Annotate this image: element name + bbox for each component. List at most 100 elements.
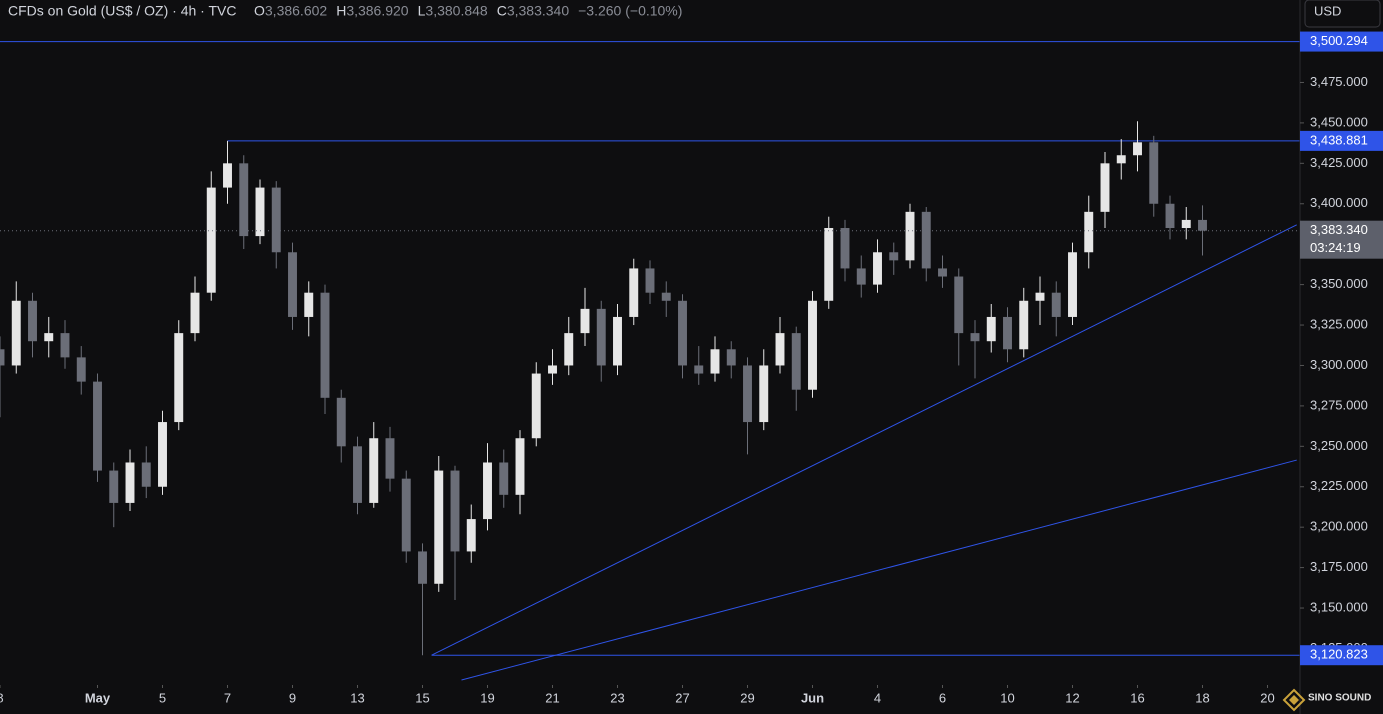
candle-body bbox=[661, 292, 671, 301]
x-tick-label: 16 bbox=[1130, 690, 1144, 705]
y-tick-label: 3,250.000 bbox=[1310, 438, 1368, 453]
price-box bbox=[1300, 130, 1383, 151]
last-price-label: 3,383.340 bbox=[1310, 222, 1368, 237]
candle-body bbox=[288, 252, 297, 317]
currency[interactable]: USD bbox=[1314, 3, 1341, 18]
ohlc-value: 3,386.602 bbox=[265, 3, 327, 19]
logo-mark bbox=[1282, 688, 1306, 712]
price-box bbox=[1300, 31, 1383, 52]
ohlc-key: H bbox=[336, 3, 346, 19]
candle-body bbox=[190, 292, 200, 334]
candle-body bbox=[369, 438, 379, 503]
y-tick-label: 3,225.000 bbox=[1310, 478, 1368, 493]
candle-body bbox=[1181, 219, 1191, 229]
y-tick-label: 3,200.000 bbox=[1310, 519, 1368, 534]
candle-body bbox=[223, 163, 232, 188]
price-box bbox=[1300, 645, 1383, 666]
last-price-box bbox=[1300, 220, 1383, 259]
candle-body bbox=[93, 381, 102, 471]
candle-body bbox=[629, 268, 639, 317]
y-tick-label: 3,150.000 bbox=[1310, 599, 1368, 614]
x-tick-label: 6 bbox=[939, 690, 946, 705]
y-tick-label: 3,475.000 bbox=[1310, 74, 1368, 89]
candle-body bbox=[28, 300, 37, 342]
candle-body bbox=[694, 365, 704, 374]
candle-body bbox=[710, 349, 720, 374]
x-tick-label: 20 bbox=[1260, 690, 1274, 705]
logo-mark bbox=[1289, 695, 1299, 705]
x-tick-label: 12 bbox=[1065, 690, 1079, 705]
x-tick-label: 10 bbox=[1000, 690, 1014, 705]
candle-body bbox=[515, 438, 525, 495]
candle-body bbox=[645, 268, 655, 293]
candle-body bbox=[174, 333, 184, 423]
candle-body bbox=[385, 438, 395, 479]
x-tick-label: 29 bbox=[740, 690, 754, 705]
y-tick-label: 3,175.000 bbox=[1310, 559, 1368, 574]
price-box-label: 3,500.294 bbox=[1310, 33, 1368, 48]
x-tick-label: 9 bbox=[289, 690, 296, 705]
x-tick-label: 5 bbox=[159, 690, 166, 705]
watermark: SINO SOUND bbox=[1308, 693, 1371, 704]
candle-body bbox=[840, 228, 850, 269]
candle-body bbox=[434, 470, 444, 584]
candle-body bbox=[1051, 292, 1061, 317]
countdown: 03:24:19 bbox=[1310, 240, 1361, 255]
candle-body bbox=[76, 357, 86, 382]
trendline bbox=[461, 459, 1297, 681]
x-tick-label: 18 bbox=[1195, 690, 1209, 705]
y-tick-label: 3,325.000 bbox=[1310, 316, 1368, 331]
candle-body bbox=[986, 316, 996, 342]
candle-body bbox=[450, 470, 460, 552]
candle-body bbox=[889, 252, 899, 261]
candle-body bbox=[678, 300, 687, 366]
y-tick-label: 3,450.000 bbox=[1310, 114, 1368, 129]
x-tick-label: May bbox=[85, 690, 111, 705]
candle-body bbox=[548, 365, 557, 374]
candle-body bbox=[239, 163, 249, 237]
candle-body bbox=[0, 349, 5, 366]
x-tick-label: 7 bbox=[224, 690, 231, 705]
candle-body bbox=[1084, 211, 1094, 253]
ohlc-value: 3,386.920 bbox=[346, 3, 408, 19]
candle-body bbox=[613, 316, 622, 366]
candle-body bbox=[970, 333, 980, 342]
candle-body bbox=[759, 365, 769, 423]
trendline bbox=[431, 224, 1297, 656]
currency-button[interactable] bbox=[1304, 0, 1381, 28]
y-tick-label: 3,425.000 bbox=[1310, 155, 1368, 170]
candle-body bbox=[304, 292, 314, 317]
candle-body bbox=[60, 333, 70, 358]
candle-body bbox=[1165, 203, 1175, 229]
candle-body bbox=[158, 422, 167, 487]
y-tick-label: 3,400.000 bbox=[1310, 195, 1368, 210]
header: CFDs on Gold (US$ / OZ) · 4h · TVC O 3,386… bbox=[8, 3, 682, 19]
symbol: CFDs on Gold (US$ / OZ) · 4h · TVC bbox=[8, 3, 236, 19]
y-tick-label: 3,350.000 bbox=[1310, 276, 1368, 291]
x-tick-label: 21 bbox=[545, 690, 559, 705]
candle-body bbox=[1149, 142, 1159, 204]
candle-body bbox=[1100, 163, 1110, 212]
candle-body bbox=[1035, 292, 1045, 301]
candle-body bbox=[791, 333, 801, 390]
candle-body bbox=[824, 228, 834, 301]
candle-body bbox=[125, 462, 135, 503]
ohlc-key: O bbox=[254, 3, 265, 19]
x-tick-label: 19 bbox=[480, 690, 494, 705]
candle-body bbox=[499, 462, 509, 495]
change: −3.260 (−0.10%) bbox=[578, 3, 682, 19]
candle-body bbox=[418, 551, 427, 584]
x-tick-label: 15 bbox=[415, 690, 429, 705]
candle-body bbox=[564, 333, 574, 366]
candle-body bbox=[1019, 300, 1029, 350]
x-tick-label: 13 bbox=[350, 690, 364, 705]
candle-body bbox=[206, 187, 216, 293]
candle-body bbox=[808, 300, 817, 390]
price-box-label: 3,120.823 bbox=[1310, 647, 1368, 662]
candle-body bbox=[336, 397, 346, 447]
candle-body bbox=[1198, 219, 1207, 231]
candle-body bbox=[109, 470, 119, 503]
candle-body bbox=[954, 276, 964, 334]
